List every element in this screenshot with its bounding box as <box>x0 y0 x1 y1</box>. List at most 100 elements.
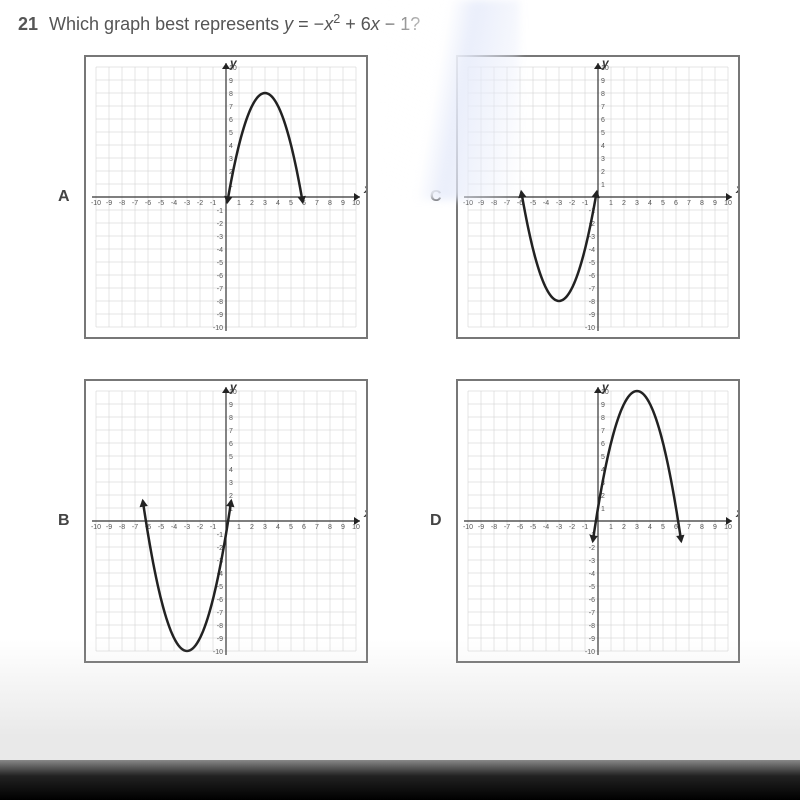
question-prefix: Which graph best represents <box>49 14 284 34</box>
svg-text:-8: -8 <box>491 200 497 207</box>
svg-text:-7: -7 <box>589 286 595 293</box>
svg-text:8: 8 <box>700 200 704 207</box>
svg-text:9: 9 <box>229 402 233 409</box>
svg-text:6: 6 <box>229 441 233 448</box>
svg-text:6: 6 <box>674 200 678 207</box>
svg-text:3: 3 <box>635 524 639 531</box>
svg-text:7: 7 <box>229 428 233 435</box>
svg-text:4: 4 <box>229 143 233 150</box>
svg-text:-10: -10 <box>463 200 473 207</box>
svg-text:-3: -3 <box>556 524 562 531</box>
svg-text:8: 8 <box>229 91 233 98</box>
svg-text:-5: -5 <box>217 584 223 591</box>
svg-text:5: 5 <box>601 130 605 137</box>
label-C: C <box>430 188 446 206</box>
svg-text:4: 4 <box>648 200 652 207</box>
svg-text:9: 9 <box>229 78 233 85</box>
svg-text:5: 5 <box>289 524 293 531</box>
cell-A: A -10-10-9-9-8-8-7-7-6-6-5-5-4-4-3-3-2-2… <box>58 55 370 339</box>
graph-B: -10-10-9-9-8-8-7-7-6-6-5-5-4-4-3-3-2-2-1… <box>84 379 368 663</box>
svg-text:9: 9 <box>601 78 605 85</box>
svg-text:-4: -4 <box>171 200 177 207</box>
svg-text:-9: -9 <box>589 312 595 319</box>
svg-text:-1: -1 <box>217 208 223 215</box>
svg-text:-7: -7 <box>217 286 223 293</box>
svg-text:2: 2 <box>601 169 605 176</box>
svg-text:3: 3 <box>263 524 267 531</box>
svg-text:6: 6 <box>601 117 605 124</box>
graph-A: -10-10-9-9-8-8-7-7-6-6-5-5-4-4-3-3-2-2-1… <box>84 55 368 339</box>
graph-D: -10-10-9-9-8-8-7-7-6-6-5-5-4-4-3-3-2-2-1… <box>456 379 740 663</box>
cell-C: C -10-10-9-9-8-8-7-7-6-6-5-5-4-4-3-3-2-2… <box>430 55 742 339</box>
svg-text:8: 8 <box>229 415 233 422</box>
svg-text:2: 2 <box>250 524 254 531</box>
svg-text:4: 4 <box>648 524 652 531</box>
svg-text:-8: -8 <box>119 524 125 531</box>
svg-text:1: 1 <box>601 182 605 189</box>
cell-B: B -10-10-9-9-8-8-7-7-6-6-5-5-4-4-3-3-2-2… <box>58 379 370 663</box>
svg-text:-9: -9 <box>478 524 484 531</box>
svg-text:-7: -7 <box>504 200 510 207</box>
question-number: 21 <box>18 14 38 34</box>
svg-text:-5: -5 <box>158 524 164 531</box>
svg-text:10: 10 <box>724 200 732 207</box>
svg-text:-2: -2 <box>569 200 575 207</box>
svg-text:3: 3 <box>635 200 639 207</box>
svg-text:-10: -10 <box>463 524 473 531</box>
svg-text:-5: -5 <box>530 524 536 531</box>
svg-text:-7: -7 <box>132 524 138 531</box>
svg-text:9: 9 <box>713 524 717 531</box>
svg-text:9: 9 <box>713 200 717 207</box>
graph-C: -10-10-9-9-8-8-7-7-6-6-5-5-4-4-3-3-2-2-1… <box>456 55 740 339</box>
svg-text:-6: -6 <box>517 524 523 531</box>
svg-text:-5: -5 <box>217 260 223 267</box>
svg-text:-6: -6 <box>589 273 595 280</box>
svg-text:-1: -1 <box>217 532 223 539</box>
label-B: B <box>58 512 74 530</box>
svg-text:8: 8 <box>601 415 605 422</box>
svg-text:-3: -3 <box>184 200 190 207</box>
svg-text:1: 1 <box>237 524 241 531</box>
svg-text:-4: -4 <box>543 524 549 531</box>
svg-text:-9: -9 <box>217 312 223 319</box>
svg-text:x: x <box>363 506 366 520</box>
svg-text:5: 5 <box>229 454 233 461</box>
svg-text:7: 7 <box>229 104 233 111</box>
svg-text:4: 4 <box>229 467 233 474</box>
graphs-grid: A -10-10-9-9-8-8-7-7-6-6-5-5-4-4-3-3-2-2… <box>18 55 782 663</box>
svg-text:-3: -3 <box>589 558 595 565</box>
svg-text:-1: -1 <box>582 200 588 207</box>
svg-text:x: x <box>735 506 738 520</box>
svg-text:6: 6 <box>601 441 605 448</box>
svg-text:3: 3 <box>601 156 605 163</box>
svg-text:8: 8 <box>700 524 704 531</box>
svg-text:5: 5 <box>661 524 665 531</box>
svg-text:-7: -7 <box>132 200 138 207</box>
svg-text:1: 1 <box>601 506 605 513</box>
svg-text:3: 3 <box>263 200 267 207</box>
svg-text:-8: -8 <box>589 623 595 630</box>
svg-text:5: 5 <box>601 454 605 461</box>
svg-text:9: 9 <box>341 200 345 207</box>
svg-text:3: 3 <box>229 156 233 163</box>
svg-text:y: y <box>601 381 610 394</box>
svg-text:-2: -2 <box>217 221 223 228</box>
svg-text:-5: -5 <box>589 584 595 591</box>
svg-text:-10: -10 <box>585 649 595 656</box>
svg-text:8: 8 <box>601 91 605 98</box>
svg-text:-9: -9 <box>589 636 595 643</box>
svg-text:1: 1 <box>609 200 613 207</box>
svg-text:-9: -9 <box>106 524 112 531</box>
svg-text:-3: -3 <box>556 200 562 207</box>
svg-text:-5: -5 <box>530 200 536 207</box>
svg-text:-6: -6 <box>589 597 595 604</box>
svg-text:5: 5 <box>229 130 233 137</box>
cell-D: D -10-10-9-9-8-8-7-7-6-6-5-5-4-4-3-3-2-2… <box>430 379 742 663</box>
svg-text:-4: -4 <box>171 524 177 531</box>
svg-text:-6: -6 <box>217 597 223 604</box>
svg-text:y: y <box>229 381 238 394</box>
svg-text:-2: -2 <box>197 524 203 531</box>
svg-text:-2: -2 <box>197 200 203 207</box>
svg-text:-8: -8 <box>217 623 223 630</box>
svg-text:-8: -8 <box>589 299 595 306</box>
